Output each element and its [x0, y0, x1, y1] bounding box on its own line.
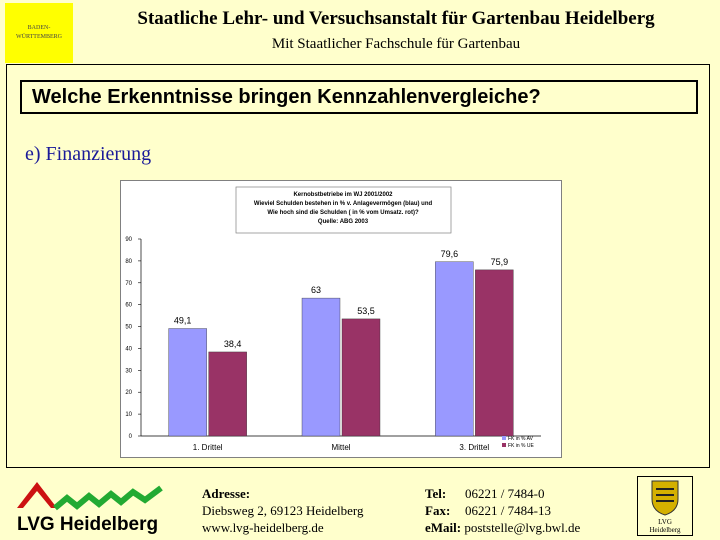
address-block: Adresse: Diebsweg 2, 69123 Heidelberg ww…	[202, 485, 364, 536]
data-label: 79,6	[441, 249, 459, 259]
address-web: www.lvg-heidelberg.de	[202, 520, 324, 535]
category-label: 1. Drittel	[193, 443, 223, 452]
y-tick-label: 60	[125, 303, 132, 309]
chart-title-line: Quelle: ABG 2003	[318, 219, 369, 225]
crest-text-2: Heidelberg	[650, 526, 681, 534]
logo-line-1: BADEN-	[27, 25, 51, 31]
fax-label: Fax:	[425, 503, 451, 518]
data-label: 53,5	[357, 306, 375, 316]
y-tick-label: 90	[125, 237, 132, 243]
contact-block: Tel: 06221 / 7484-0 Fax: 06221 / 7484-13 e…	[425, 485, 580, 536]
page-subtitle: Mit Staatlicher Fachschule für Gartenbau	[271, 36, 521, 52]
y-tick-label: 50	[125, 325, 132, 331]
chart-image: Kernobstbetriebe im WJ 2001/2002 Wieviel …	[120, 180, 562, 458]
chart-title-line: Kernobstbetriebe im WJ 2001/2002	[293, 192, 393, 198]
category-label: 3. Drittel	[459, 443, 489, 452]
logo-green-wave-icon	[53, 485, 163, 511]
lvg-crest-logo: LVG Heidelberg	[637, 476, 693, 536]
bar-fk-ue	[475, 269, 514, 437]
page-title: Staatliche Lehr- und Versuchsanstalt für…	[137, 8, 655, 29]
bar-fk-av	[168, 328, 207, 437]
email-label: eMail:	[425, 520, 462, 535]
fax-value: 06221 / 7484-13	[465, 503, 551, 518]
address-label: Adresse:	[202, 486, 251, 501]
y-tick-label: 0	[129, 434, 133, 440]
legend-swatch	[502, 443, 506, 447]
data-label: 63	[311, 285, 321, 295]
y-tick-label: 20	[125, 390, 132, 396]
bar-fk-av	[435, 261, 474, 437]
data-label: 49,1	[174, 316, 192, 326]
tel-label: Tel:	[425, 486, 447, 501]
logo-roof-icon	[17, 482, 57, 508]
slide-question: Welche Erkenntnisse bringen Kennzahlenve…	[20, 80, 698, 114]
chart-title-line: Wie hoch sind die Schulden ( in % vom Um…	[267, 210, 419, 216]
bar-chart: Kernobstbetriebe im WJ 2001/2002 Wieviel …	[125, 186, 541, 452]
y-tick-label: 30	[125, 368, 132, 374]
chart-title-line: Wieviel Schulden bestehen in % v. Anlage…	[254, 201, 433, 207]
bar-fk-ue	[341, 318, 381, 437]
crest-text-1: LVG	[658, 518, 672, 526]
y-tick-label: 40	[125, 346, 132, 352]
chart-title-box	[235, 186, 452, 234]
baden-wuerttemberg-logo: BADEN- WÜRTTEMBERG	[5, 3, 73, 63]
logo-text: LVG Heidelberg	[17, 514, 158, 535]
y-tick-label: 80	[125, 259, 132, 265]
bar-fk-ue	[208, 351, 247, 437]
tel-value: 06221 / 7484-0	[465, 486, 545, 501]
bar-fk-av	[301, 297, 341, 437]
y-tick-label: 70	[125, 281, 132, 287]
legend-entry: FK in % AV	[508, 436, 534, 442]
data-label: 38,4	[224, 339, 242, 349]
email-value: poststelle@lvg.bwl.de	[464, 520, 581, 535]
content-frame	[6, 64, 710, 468]
logo-line-2: WÜRTTEMBERG	[16, 34, 62, 40]
address-street: Diebsweg 2, 69123 Heidelberg	[202, 503, 364, 518]
category-label: Mittel	[331, 443, 350, 452]
legend-swatch	[502, 436, 506, 440]
legend-entry: FK in % UE	[508, 443, 535, 449]
section-heading: e) Finanzierung	[25, 143, 152, 165]
data-label: 75,9	[491, 257, 509, 267]
y-tick-label: 10	[125, 412, 132, 418]
crest-shield-icon: LVG Heidelberg	[650, 480, 681, 534]
lvg-heidelberg-logo: LVG Heidelberg	[17, 482, 163, 535]
